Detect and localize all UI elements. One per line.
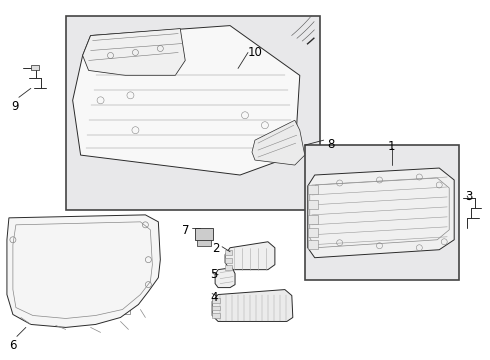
Polygon shape [212, 314, 220, 319]
Bar [220, 100, 238, 115]
Polygon shape [31, 66, 39, 71]
Text: 2: 2 [212, 242, 220, 255]
Polygon shape [225, 250, 232, 255]
Bar [305, 145, 459, 280]
Polygon shape [73, 26, 300, 175]
Polygon shape [308, 228, 318, 237]
Text: 1: 1 [388, 140, 395, 153]
Bar [66, 15, 319, 210]
Text: 9: 9 [11, 100, 19, 113]
Polygon shape [308, 240, 318, 249]
Text: 6: 6 [9, 339, 16, 352]
Bar [19, 288, 64, 315]
Polygon shape [7, 215, 160, 328]
Text: 10: 10 [248, 45, 263, 59]
Polygon shape [215, 268, 235, 288]
Bar [155, 95, 180, 113]
Polygon shape [212, 298, 220, 302]
Polygon shape [197, 240, 211, 246]
Polygon shape [212, 289, 293, 321]
Polygon shape [252, 120, 305, 165]
Text: 4: 4 [210, 291, 218, 303]
Bar [81, 289, 130, 315]
Bar [51, 250, 75, 270]
Bar [185, 97, 205, 113]
Polygon shape [83, 28, 185, 75]
Polygon shape [225, 265, 232, 270]
Bar [81, 235, 135, 280]
Polygon shape [212, 306, 220, 310]
Text: 3: 3 [465, 190, 472, 203]
Text: 7: 7 [182, 224, 190, 237]
Bar [155, 125, 180, 145]
Polygon shape [308, 215, 318, 224]
Polygon shape [308, 200, 318, 209]
Polygon shape [308, 168, 454, 258]
Bar [19, 235, 74, 280]
Polygon shape [225, 242, 275, 270]
Text: 8: 8 [328, 138, 335, 151]
Text: 5: 5 [210, 268, 218, 281]
Bar [185, 127, 205, 145]
Polygon shape [225, 258, 232, 263]
Polygon shape [308, 185, 318, 194]
Polygon shape [195, 228, 213, 240]
